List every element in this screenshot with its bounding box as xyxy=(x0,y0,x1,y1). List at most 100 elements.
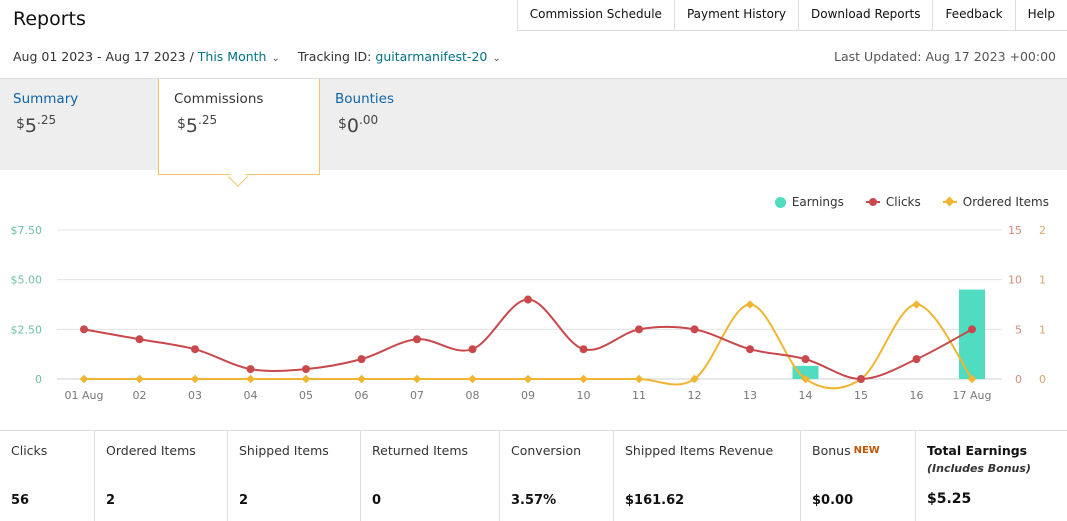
x-tick-label: 08 xyxy=(466,389,480,402)
amount-whole: 0 xyxy=(346,115,360,137)
chevron-down-icon[interactable]: ⌄ xyxy=(492,53,501,64)
x-tick-label: 06 xyxy=(355,389,369,402)
stat-total-earnings: Total Earnings (Includes Bonus) $5.25 xyxy=(916,431,1067,521)
download-reports-link[interactable]: Download Reports xyxy=(797,0,933,31)
tracking-id-dropdown[interactable]: guitarmanifest-20 xyxy=(375,49,488,64)
bonus-label: Bonus xyxy=(812,443,851,458)
tab-amount: $5.25 xyxy=(16,113,56,137)
ordered-items-point xyxy=(246,374,255,384)
stat-label: Bonus NEW xyxy=(812,443,880,458)
date-range: Aug 01 2023 - Aug 17 2023 xyxy=(13,49,186,64)
stat-label: Shipped Items xyxy=(239,443,329,458)
clicks-swatch-icon xyxy=(865,198,880,206)
ordered-items-point xyxy=(190,374,200,384)
legend-clicks-label: Clicks xyxy=(885,195,921,209)
legend-clicks[interactable]: Clicks xyxy=(865,195,921,209)
clicks-point xyxy=(302,365,310,374)
page-title: Reports xyxy=(13,8,86,30)
ordered-items-point xyxy=(412,374,422,384)
period-dropdown[interactable]: This Month xyxy=(197,49,267,64)
y-tick-right-ordered: 0 xyxy=(1039,373,1046,386)
clicks-point xyxy=(357,355,366,364)
x-tick-label: 15 xyxy=(854,389,868,402)
ordered-items-point xyxy=(523,374,533,384)
tab-bounties[interactable]: Bounties $0.00 xyxy=(322,79,482,171)
stat-sub-label: (Includes Bonus) xyxy=(927,462,1031,475)
stat-label: Conversion xyxy=(511,443,582,458)
legend-ordered-items-label: Ordered Items xyxy=(962,195,1049,209)
x-tick-label: 14 xyxy=(799,389,813,402)
stat-shipped-items: Shipped Items 2 xyxy=(228,431,361,521)
clicks-point xyxy=(912,355,921,364)
y-tick-left: $7.50 xyxy=(11,224,43,237)
chart-legend: Earnings Clicks Ordered Items xyxy=(774,195,1049,209)
stat-value: $0.00 xyxy=(812,493,854,508)
clicks-point xyxy=(857,375,865,383)
stat-value: 0 xyxy=(372,493,382,508)
x-tick-label: 05 xyxy=(299,389,313,402)
stat-label: Ordered Items xyxy=(106,443,196,458)
clicks-point xyxy=(968,325,976,334)
tab-summary[interactable]: Summary $5.25 xyxy=(0,79,158,171)
stat-conversion: Conversion 3.57% xyxy=(500,431,614,521)
amount-whole: 5 xyxy=(24,115,38,137)
stat-value: 2 xyxy=(239,493,249,508)
x-tick-label: 02 xyxy=(133,389,147,402)
stat-value: 3.57% xyxy=(511,493,557,508)
tracking-label: Tracking ID: xyxy=(297,49,372,64)
x-tick-label: 01 Aug xyxy=(65,389,104,402)
ordered-items-point xyxy=(135,374,144,384)
y-tick-right-clicks: 15 xyxy=(1008,224,1022,237)
feedback-link[interactable]: Feedback xyxy=(932,0,1014,31)
x-tick-label: 12 xyxy=(688,389,702,402)
stat-label: Total Earnings xyxy=(927,443,1028,458)
earnings-chart: $7.50 15 2 $5.00 10 1 $2.50 5 1 0 0 0 01 Aug 02 03 04 05… xyxy=(0,174,1067,430)
ordered-items-point xyxy=(301,374,311,384)
clicks-point xyxy=(801,355,810,364)
clicks-point xyxy=(246,365,255,374)
stat-ordered-items: Ordered Items 2 xyxy=(95,431,228,521)
amount-cents: .25 xyxy=(37,113,57,127)
help-link[interactable]: Help xyxy=(1014,0,1067,31)
legend-earnings[interactable]: Earnings xyxy=(774,195,844,209)
commission-schedule-link[interactable]: Commission Schedule xyxy=(516,0,674,31)
currency-symbol: $ xyxy=(177,116,186,132)
stat-value: 2 xyxy=(106,493,116,508)
last-updated: Last Updated: Aug 17 2023 +00:00 xyxy=(834,49,1056,64)
clicks-point xyxy=(579,345,588,354)
chevron-down-icon[interactable]: ⌄ xyxy=(271,53,280,64)
tab-label: Summary xyxy=(13,91,79,107)
stat-bonus: Bonus NEW $0.00 xyxy=(801,431,916,521)
y-tick-left: $2.50 xyxy=(11,323,43,336)
ordered-items-point xyxy=(579,374,588,384)
y-tick-right-ordered: 1 xyxy=(1039,274,1046,287)
legend-ordered-items[interactable]: Ordered Items xyxy=(942,195,1049,209)
clicks-point xyxy=(690,325,699,334)
y-tick-right-ordered: 1 xyxy=(1039,323,1046,336)
stat-label: Clicks xyxy=(11,443,48,458)
x-tick-label: 07 xyxy=(410,389,424,402)
x-tick-label: 11 xyxy=(632,389,646,402)
payment-history-link[interactable]: Payment History xyxy=(673,0,798,31)
stat-value: 56 xyxy=(11,493,30,508)
x-tick-label: 09 xyxy=(521,389,535,402)
tab-label: Bounties xyxy=(335,91,395,107)
stat-clicks: Clicks 56 xyxy=(0,431,95,521)
y-tick-right-clicks: 10 xyxy=(1008,274,1022,287)
y-tick-right-clicks: 0 xyxy=(1015,373,1022,386)
y-tick-left: $5.00 xyxy=(11,274,43,287)
ordered-items-point xyxy=(634,374,644,384)
stat-shipped-revenue: Shipped Items Revenue $161.62 xyxy=(614,431,801,521)
tab-amount: $0.00 xyxy=(338,113,378,137)
ordered-items-point xyxy=(801,374,810,384)
ordered-items-point xyxy=(357,374,366,384)
tab-commissions[interactable]: Commissions $5.25 xyxy=(158,79,320,175)
currency-symbol: $ xyxy=(338,116,347,132)
amount-cents: .25 xyxy=(198,113,218,127)
ordered-items-point xyxy=(690,374,699,384)
clicks-line xyxy=(83,298,973,381)
clicks-point xyxy=(468,345,477,354)
x-tick-label: 10 xyxy=(577,389,591,402)
new-badge: NEW xyxy=(853,445,880,456)
amount-whole: 5 xyxy=(185,115,199,137)
